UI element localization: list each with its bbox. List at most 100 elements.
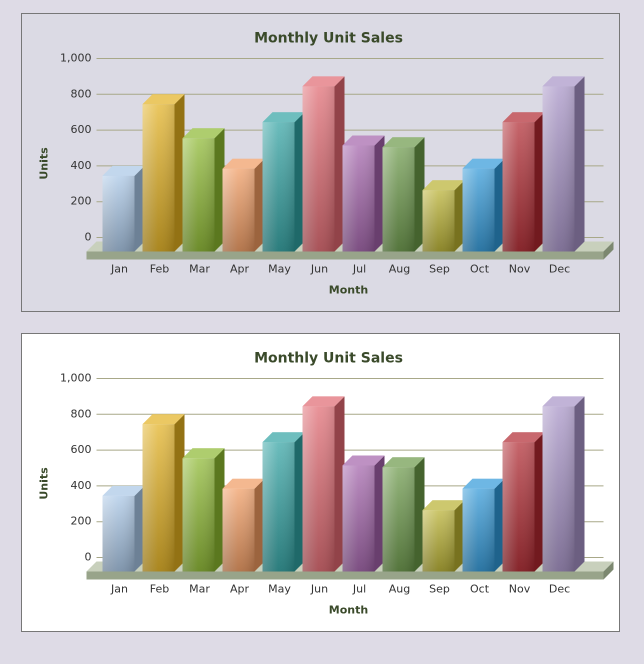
bar-side [454,500,465,572]
bar-side [254,478,265,572]
x-tick-label: Dec [549,263,570,276]
bar-top-shine [142,94,185,105]
bar-top [502,432,545,443]
bar-side [574,396,585,572]
bar-side [414,137,425,252]
bar-top-shine [422,500,465,511]
bar-side-shade [454,500,465,572]
bar-side [454,180,465,252]
floor-side [603,561,614,580]
bar-side-shade [574,76,585,252]
bar-top [542,76,585,87]
x-tick-label: Sep [429,583,450,596]
bar-top [462,158,505,169]
bar-top [262,112,305,123]
bar-top-shine [182,448,225,459]
bar-shade [182,458,215,572]
chart-panel: Monthly Unit Sales Units Month 0 200 400 600 80… [21,13,620,312]
bar-side-shade [214,448,225,572]
x-tick-label: Feb [150,263,169,276]
x-tick-label: Aug [389,263,410,276]
y-tick-label: 800 [71,87,92,100]
y-axis-title: Units [38,467,51,500]
x-tick-label: Jun [310,263,328,276]
bar-shade [142,104,175,252]
bar-top-shine [502,432,545,443]
x-tick-label: Mar [189,263,210,276]
bar-top-shine [462,158,505,169]
bar-side [374,455,385,572]
bar-top-shine [542,76,585,87]
bar-top-shine [142,414,185,425]
bar-side [174,94,185,252]
chart-title: Monthly Unit Sales [254,351,403,367]
y-tick-label: 1,000 [60,372,92,385]
y-tick-label: 200 [71,195,92,208]
bar-shade [142,424,175,572]
bar-top [302,76,345,87]
bar-top [222,478,265,489]
x-tick-label: May [268,583,291,596]
bar-top [102,165,145,176]
bar-side-shade [214,128,225,252]
bar-shade [382,147,415,252]
bar-top [262,432,305,443]
bar-shade [102,175,135,252]
x-tick-label: Oct [470,583,490,596]
bar-top [182,448,225,459]
bar-side [174,414,185,572]
x-tick-label: Oct [470,263,490,276]
bar-top-shine [502,112,545,123]
bar-side-shade [254,478,265,572]
x-tick-label: Jan [110,263,128,276]
bar-top-shine [382,137,425,148]
bar-side [414,457,425,572]
bar-side [374,135,385,252]
bar-side-shade [454,180,465,252]
floor-side [603,241,614,260]
y-tick-label: 200 [71,515,92,528]
bar-top-shine [462,478,505,489]
bar-side-shade [374,135,385,252]
bar-top-shine [262,112,305,123]
bar-shade [502,442,535,572]
bar-side [134,485,145,572]
y-tick-label: 400 [71,479,92,492]
bar-top-shine [262,432,305,443]
bar-top-shine [102,165,145,176]
bar-top-shine [182,128,225,139]
bar-side-shade [534,432,545,572]
bar-side [534,432,545,572]
bar-side-shade [294,432,305,572]
floor-front [86,251,604,260]
bar-shade [302,406,335,572]
bar-side [494,478,505,572]
bar-side-shade [334,396,345,572]
bar-top-shine [342,135,385,146]
bar-top [182,128,225,139]
chart-title: Monthly Unit Sales [254,31,403,47]
bar-shade [342,145,375,252]
bar-top [222,158,265,169]
bar-side-shade [254,158,265,252]
bar-top-shine [382,457,425,468]
bar-top [422,180,465,191]
x-axis-title: Month [329,604,368,617]
bar-side [294,432,305,572]
x-tick-label: Aug [389,583,410,596]
bar-side [334,76,345,252]
bar-side [134,165,145,252]
x-tick-label: Mar [189,583,210,596]
x-tick-label: Apr [230,263,250,276]
bar-shade [382,467,415,572]
bar-shade [542,86,575,252]
bar-shade [542,406,575,572]
bar-shade [262,122,295,252]
bar-shade [182,138,215,252]
bar-top-shine [542,396,585,407]
y-tick-label: 1,000 [60,52,92,65]
y-tick-label: 800 [71,407,92,420]
bar-side-shade [134,165,145,252]
bar-side [494,158,505,252]
